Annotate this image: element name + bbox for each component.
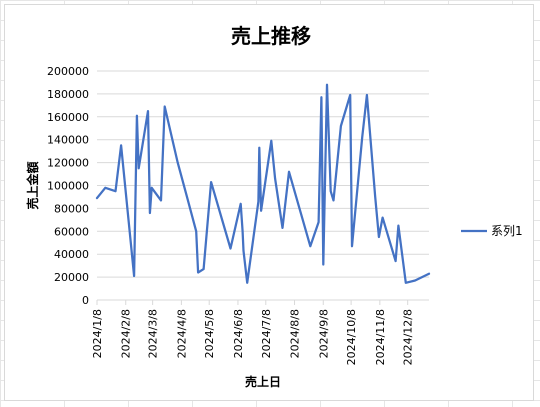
- x-tick-label: 2024/10/8: [345, 309, 358, 365]
- series-line[interactable]: [95, 83, 431, 284]
- y-tick-label: 80000: [54, 202, 89, 215]
- gridlines: [97, 70, 429, 278]
- x-axis-label: 売上日: [245, 374, 281, 389]
- legend[interactable]: 系列1: [461, 224, 523, 238]
- y-tick-label: 200000: [47, 65, 89, 78]
- y-tick-label: 100000: [47, 180, 89, 193]
- legend-label: 系列1: [491, 224, 523, 238]
- y-tick-label: 20000: [54, 271, 89, 284]
- chart-title: 売上推移: [231, 24, 311, 48]
- y-axis-label: 売上金額: [25, 161, 40, 209]
- y-tick-label: 0: [82, 294, 89, 307]
- series-layer: [95, 83, 431, 284]
- x-tick-label: 2024/11/8: [374, 309, 387, 365]
- x-tick-label: 2024/7/8: [260, 309, 273, 358]
- x-tick-label: 2024/2/8: [120, 309, 133, 358]
- y-axis-ticks: 0 20000 40000 60000 80000 100000 120000 140000 1…: [47, 65, 89, 307]
- y-tick-label: 40000: [54, 248, 89, 261]
- y-tick-label: 160000: [47, 111, 89, 124]
- x-tick-label: 2024/9/8: [317, 309, 330, 358]
- line-chart: 売上推移 0 20000 40000 60000 80000 100000 120000 14…: [25, 24, 523, 389]
- y-tick-label: 180000: [47, 88, 89, 101]
- y-tick-label: 140000: [47, 134, 89, 147]
- chart-container[interactable]: 売上推移 0 20000 40000 60000 80000 100000 120000 14…: [4, 4, 534, 401]
- y-tick-label: 120000: [47, 157, 89, 170]
- x-tick-label: 2024/1/8: [91, 309, 104, 358]
- x-tick-label: 2024/6/8: [232, 309, 245, 358]
- x-tick-label: 2024/8/8: [289, 309, 302, 358]
- x-tick-label: 2024/4/8: [175, 309, 188, 358]
- x-tick-label: 2024/5/8: [203, 309, 216, 358]
- x-tick-label: 2024/3/8: [147, 309, 160, 358]
- x-tick-label: 2024/12/8: [402, 309, 415, 365]
- x-axis-ticks: 2024/1/8 2024/2/8 2024/3/8 2024/4/8 2024/5/8…: [91, 300, 415, 365]
- y-tick-label: 60000: [54, 225, 89, 238]
